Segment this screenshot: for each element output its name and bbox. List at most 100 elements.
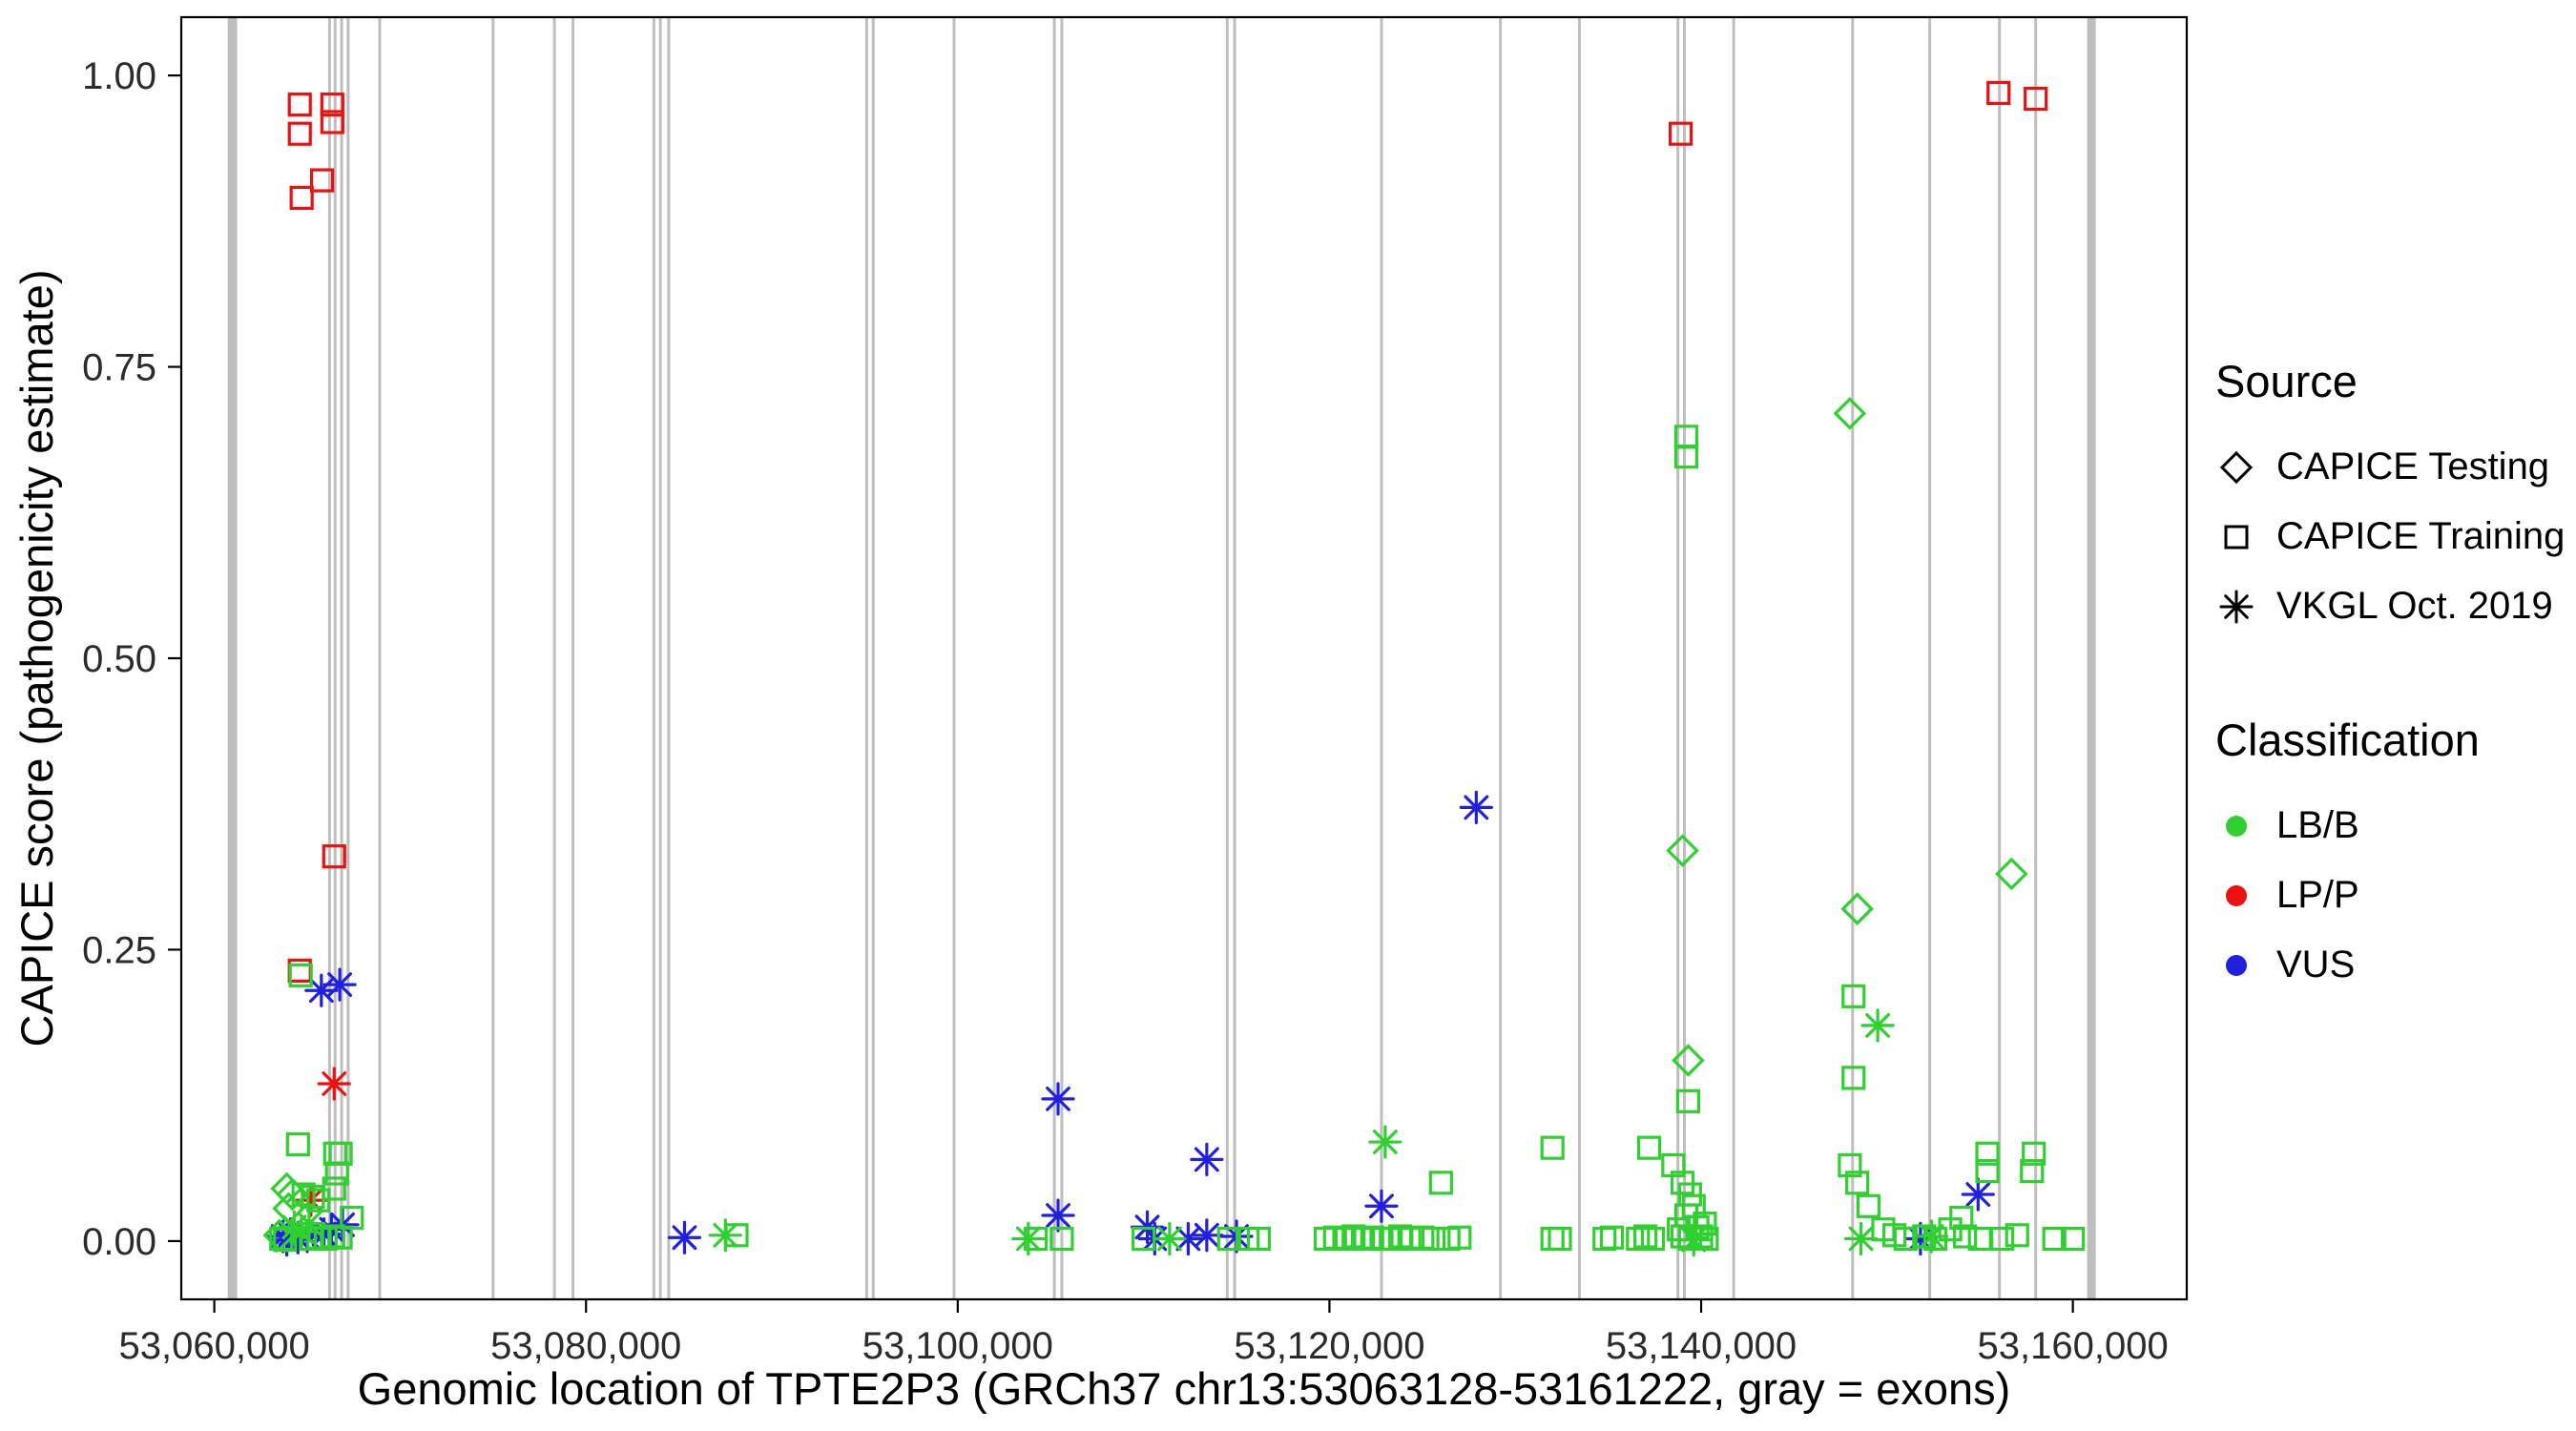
data-point (1540, 1135, 1565, 1160)
data-point (1216, 1226, 1241, 1252)
dot-legend-icon (2226, 815, 2247, 837)
legend-item-vus: VUS (2215, 930, 2565, 1000)
data-point (1675, 1089, 1701, 1113)
legend-item-label: LB/B (2276, 804, 2359, 846)
data-point (288, 963, 313, 987)
legend-item-testing: CAPICE Testing (2215, 432, 2565, 502)
data-point (1024, 1226, 1049, 1252)
data-point (1397, 1226, 1422, 1252)
data-point (1368, 1125, 1402, 1159)
y-tick-label: 0.75 (82, 347, 156, 389)
data-point (1694, 1226, 1719, 1252)
x-axis-title: Genomic location of TPTE2P3 (GRCh37 chr1… (358, 1363, 2011, 1414)
data-point (313, 1226, 339, 1252)
data-point (1673, 445, 1699, 469)
data-point (1961, 1177, 1995, 1212)
y-tick-label: 1.00 (82, 55, 156, 97)
exon-lines (227, 17, 2096, 1299)
diamond-legend-icon (2219, 450, 2254, 484)
data-point (1636, 1135, 1662, 1160)
data-point (1986, 80, 2011, 106)
data-point (1838, 1152, 1862, 1178)
legend-item-training: CAPICE Training (2215, 502, 2565, 571)
legend-source-items: CAPICE Testing CAPICE Training VKGL Oct. 2… (2215, 432, 2565, 641)
dot-legend-icon (2226, 954, 2247, 976)
y-axis-title: CAPICE score (pathogenicity estimate) (11, 270, 62, 1047)
data-point (1843, 1221, 1879, 1256)
data-point (1041, 1082, 1075, 1116)
data-point (317, 1067, 351, 1101)
data-point (273, 1228, 298, 1253)
panel-border (179, 15, 2189, 1301)
data-point (1632, 1224, 1658, 1249)
data-point (724, 1223, 749, 1248)
x-tick-label: 53,080,000 (490, 1325, 681, 1367)
data-point (1893, 1226, 1918, 1252)
data-points (262, 80, 2086, 1257)
data-point (2061, 1226, 2086, 1252)
data-point (322, 1176, 346, 1201)
data-point (1693, 1211, 1717, 1236)
data-point (1246, 1226, 1272, 1252)
legend-group-classification: Classification LB/B LP/P VUS (2215, 714, 2565, 1000)
data-point (667, 1220, 702, 1255)
data-point (287, 121, 312, 146)
x-tick-label: 53,140,000 (1606, 1325, 1797, 1367)
square-legend-icon (2224, 525, 2249, 549)
x-tick-label: 53,060,000 (119, 1325, 310, 1367)
data-point (1190, 1142, 1224, 1176)
data-point (1689, 1224, 1714, 1249)
data-point (1975, 1141, 2000, 1166)
data-point (320, 110, 344, 135)
data-point (1428, 1171, 1453, 1195)
data-point (310, 168, 335, 193)
dot-legend-icon (2226, 884, 2247, 906)
x-tick-label: 53,160,000 (1978, 1325, 2169, 1367)
data-point (1860, 1008, 1895, 1043)
legend-source-title: Source (2215, 356, 2358, 406)
data-point (272, 1192, 305, 1225)
legend-item-label: VUS (2276, 944, 2356, 985)
legend-item-label: CAPICE Training (2276, 515, 2566, 557)
data-point (324, 1161, 349, 1186)
data-point (1364, 1189, 1399, 1223)
x-tick-label: 53,100,000 (862, 1325, 1053, 1367)
legend-group-source: Source CAPICE Testing CAPICE Training VKGL… (2215, 355, 2565, 641)
data-point (1975, 1158, 2000, 1184)
data-point (322, 967, 357, 1002)
legend-item-label: CAPICE Testing (2276, 446, 2550, 487)
data-point (1840, 892, 1874, 925)
data-point (1990, 1226, 2015, 1252)
data-point (1845, 1171, 1870, 1195)
data-point (2020, 1158, 2045, 1184)
legend: Source CAPICE Testing CAPICE Training VKGL… (2215, 355, 2565, 1000)
data-point (1599, 1225, 1625, 1250)
data-point (287, 93, 312, 117)
data-point (1672, 1044, 1705, 1077)
data-point (2024, 86, 2048, 112)
legend-item-lbb: LB/B (2215, 791, 2565, 861)
y-tick-label: 0.25 (82, 929, 156, 971)
data-point (1049, 1226, 1074, 1252)
data-point (1153, 1221, 1187, 1256)
data-point (289, 185, 314, 210)
data-point (1666, 834, 1699, 867)
legend-classification-title: Classification (2215, 715, 2480, 765)
data-point (1540, 1226, 1565, 1252)
asterisk-legend-icon (2219, 590, 2254, 623)
data-point (1856, 1193, 1880, 1218)
legend-item-vkgl: VKGL Oct. 2019 (2215, 571, 2565, 641)
data-point (1841, 1066, 1866, 1090)
x-tick-label: 53,120,000 (1234, 1325, 1424, 1367)
data-point (1421, 1226, 1446, 1252)
data-point (320, 93, 344, 117)
data-point (2022, 1141, 2046, 1166)
data-point (1640, 1226, 1665, 1252)
data-point (1841, 984, 1866, 1008)
legend-item-label: VKGL Oct. 2019 (2276, 585, 2553, 627)
data-point (1041, 1198, 1075, 1233)
data-point (1833, 397, 1867, 430)
data-point (1447, 1225, 1472, 1250)
data-point (1459, 790, 1493, 824)
